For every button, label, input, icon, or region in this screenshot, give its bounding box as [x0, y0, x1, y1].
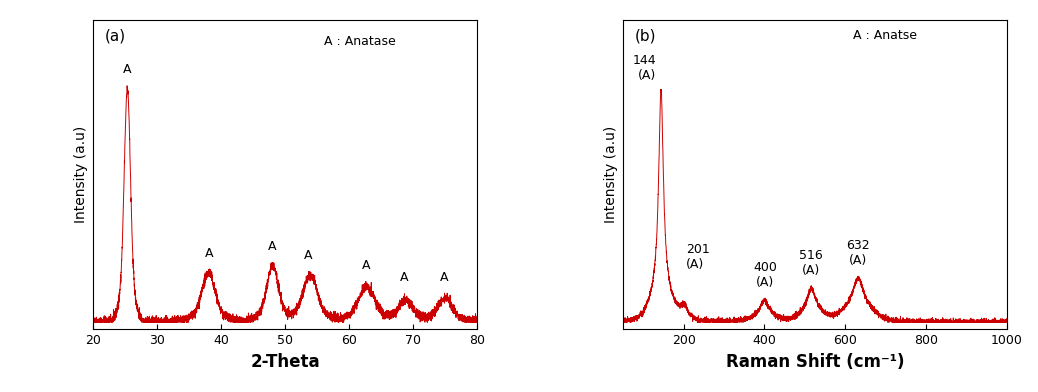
- Text: A : Anatse: A : Anatse: [853, 29, 918, 42]
- Text: 516
(A): 516 (A): [799, 249, 823, 276]
- Text: A: A: [440, 270, 448, 284]
- Text: 632
(A): 632 (A): [846, 239, 870, 267]
- Y-axis label: Intensity (a.u): Intensity (a.u): [603, 126, 618, 223]
- Text: A: A: [361, 259, 370, 272]
- Text: (a): (a): [105, 29, 126, 44]
- Text: (b): (b): [634, 29, 656, 44]
- Text: A : Anatase: A : Anatase: [324, 35, 395, 48]
- Text: A: A: [304, 249, 312, 262]
- X-axis label: Raman Shift (cm⁻¹): Raman Shift (cm⁻¹): [726, 353, 904, 371]
- Text: A: A: [401, 271, 409, 284]
- Text: A: A: [206, 247, 214, 260]
- Text: A: A: [122, 64, 132, 76]
- Y-axis label: Intensity (a.u): Intensity (a.u): [74, 126, 88, 223]
- Text: 400
(A): 400 (A): [754, 261, 777, 289]
- Text: A: A: [268, 240, 276, 253]
- Text: 144
(A): 144 (A): [632, 54, 656, 82]
- Text: 201
(A): 201 (A): [686, 243, 710, 271]
- X-axis label: 2-Theta: 2-Theta: [250, 353, 320, 371]
